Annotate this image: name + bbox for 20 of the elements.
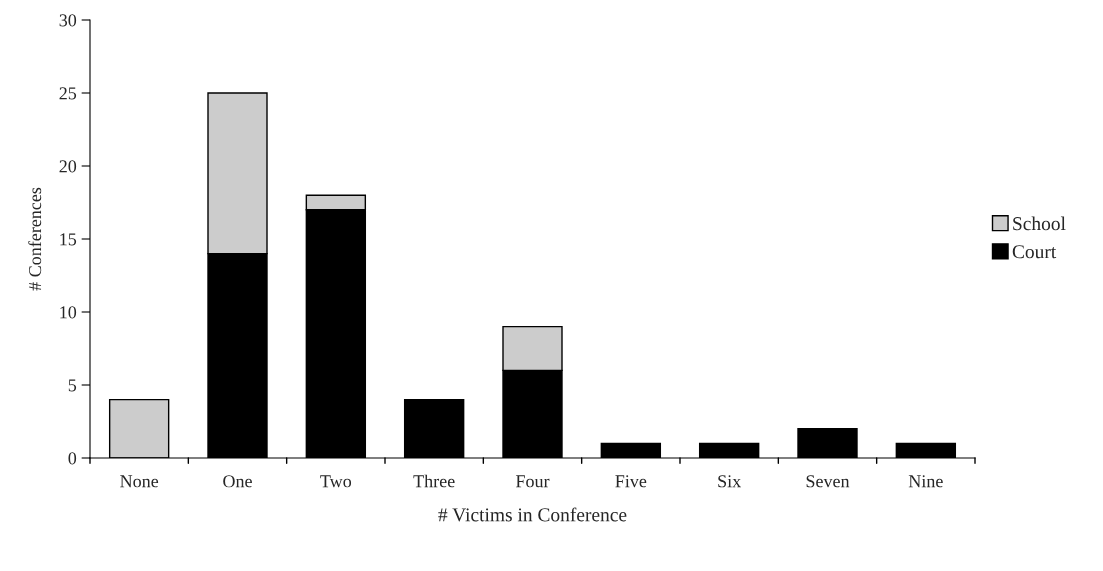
legend-label: Court	[1012, 245, 1057, 259]
x-tick-label: Four	[515, 475, 550, 488]
x-tick-label: Nine	[908, 475, 943, 488]
x-axis-title: # Victims in Conference	[438, 507, 627, 522]
y-tick-label: 15	[60, 233, 77, 246]
x-tick-label: Five	[615, 475, 647, 488]
x-tick-label: None	[120, 475, 159, 488]
legend-label: School	[1013, 216, 1066, 231]
y-tick-label: 25	[59, 87, 77, 100]
x-tick-label: Six	[718, 475, 741, 488]
y-tick-label: 5	[68, 379, 77, 392]
y-tick-label: 30	[59, 14, 77, 27]
y-tick-label: 10	[60, 306, 77, 319]
x-tick-label: Two	[320, 475, 352, 488]
y-tick-label: 0	[68, 452, 77, 465]
x-tick-label: Seven	[806, 475, 850, 488]
x-tick-label: Three	[413, 474, 455, 488]
y-axis-title: # Conferences	[28, 187, 42, 291]
y-tick-label: 20	[59, 160, 77, 173]
x-tick-label: One	[223, 475, 252, 488]
